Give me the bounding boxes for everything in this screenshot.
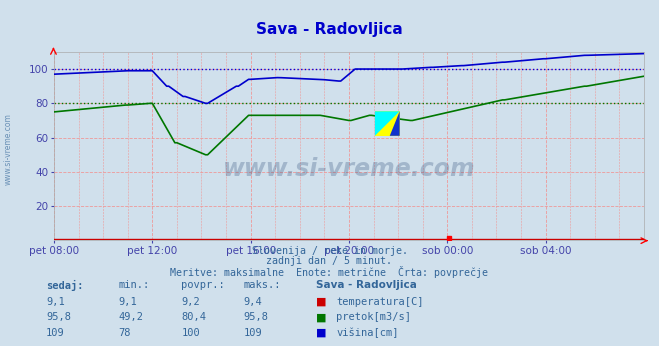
Text: Sava - Radovljica: Sava - Radovljica bbox=[316, 281, 417, 290]
Text: Slovenija / reke in morje.: Slovenija / reke in morje. bbox=[252, 246, 407, 256]
Text: 80,4: 80,4 bbox=[181, 312, 206, 322]
Text: 109: 109 bbox=[244, 328, 262, 338]
Text: 49,2: 49,2 bbox=[119, 312, 144, 322]
Text: 9,4: 9,4 bbox=[244, 297, 262, 307]
Text: 95,8: 95,8 bbox=[244, 312, 269, 322]
Text: povpr.:: povpr.: bbox=[181, 281, 225, 290]
Text: 9,2: 9,2 bbox=[181, 297, 200, 307]
Polygon shape bbox=[389, 111, 399, 136]
Text: 78: 78 bbox=[119, 328, 131, 338]
Text: min.:: min.: bbox=[119, 281, 150, 290]
Text: zadnji dan / 5 minut.: zadnji dan / 5 minut. bbox=[266, 256, 393, 266]
Text: ■: ■ bbox=[316, 312, 327, 322]
Text: pretok[m3/s]: pretok[m3/s] bbox=[336, 312, 411, 322]
Text: Sava - Radovljica: Sava - Radovljica bbox=[256, 22, 403, 37]
Text: 109: 109 bbox=[46, 328, 65, 338]
Text: višina[cm]: višina[cm] bbox=[336, 328, 399, 338]
Text: ■: ■ bbox=[316, 328, 327, 338]
Text: sedaj:: sedaj: bbox=[46, 280, 84, 291]
Text: maks.:: maks.: bbox=[244, 281, 281, 290]
Polygon shape bbox=[375, 111, 399, 136]
Text: Meritve: maksimalne  Enote: metrične  Črta: povprečje: Meritve: maksimalne Enote: metrične Črta… bbox=[171, 266, 488, 277]
Text: 95,8: 95,8 bbox=[46, 312, 71, 322]
Text: 9,1: 9,1 bbox=[119, 297, 137, 307]
Text: 9,1: 9,1 bbox=[46, 297, 65, 307]
Text: www.si-vreme.com: www.si-vreme.com bbox=[3, 113, 13, 185]
Text: 100: 100 bbox=[181, 328, 200, 338]
Text: temperatura[C]: temperatura[C] bbox=[336, 297, 424, 307]
Text: ■: ■ bbox=[316, 297, 327, 307]
FancyBboxPatch shape bbox=[375, 111, 399, 136]
Text: www.si-vreme.com: www.si-vreme.com bbox=[223, 157, 475, 181]
